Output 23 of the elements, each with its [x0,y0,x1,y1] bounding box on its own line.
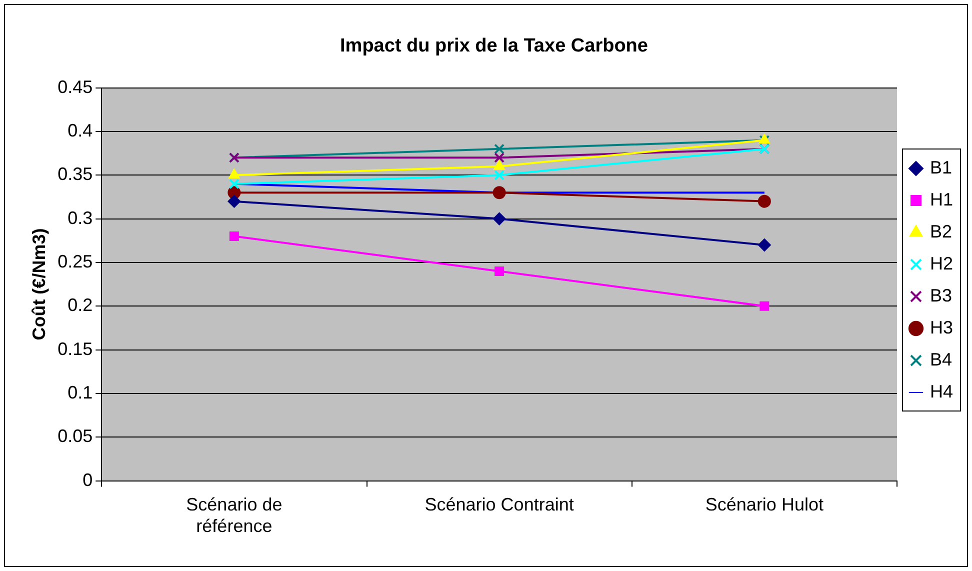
y-tick-label: 0.3 [68,208,93,228]
y-tick-label: 0.25 [58,251,93,272]
x-tick-label: Scénario de référence [186,494,282,536]
legend-label: H3 [930,317,954,338]
y-tick-label: 0.05 [58,426,93,446]
y-tick-label: 0.45 [58,76,93,97]
y-tick-label: 0.2 [68,295,93,316]
y-axis-title: Coût (€/Nm3) [28,228,49,340]
y-tick-label: 0.1 [68,382,93,402]
legend-label: H1 [930,189,954,210]
legend-label: B3 [930,285,952,306]
y-tick-label: 0 [82,470,93,490]
legend-label: B2 [930,221,952,242]
x-tick-label: Scénario Hulot [705,494,824,515]
legend-label: B1 [930,157,952,178]
chart-title: Impact du prix de la Taxe Carbone [340,36,648,57]
legend-label: B4 [930,349,952,370]
y-tick-label: 0.4 [68,120,93,140]
legend-label: H4 [930,381,954,402]
y-tick-label: 0.15 [58,338,93,359]
y-tick-label: 0.35 [58,164,93,184]
legend-label: H2 [930,253,954,274]
x-tick-label: Scénario Contraint [424,494,574,515]
